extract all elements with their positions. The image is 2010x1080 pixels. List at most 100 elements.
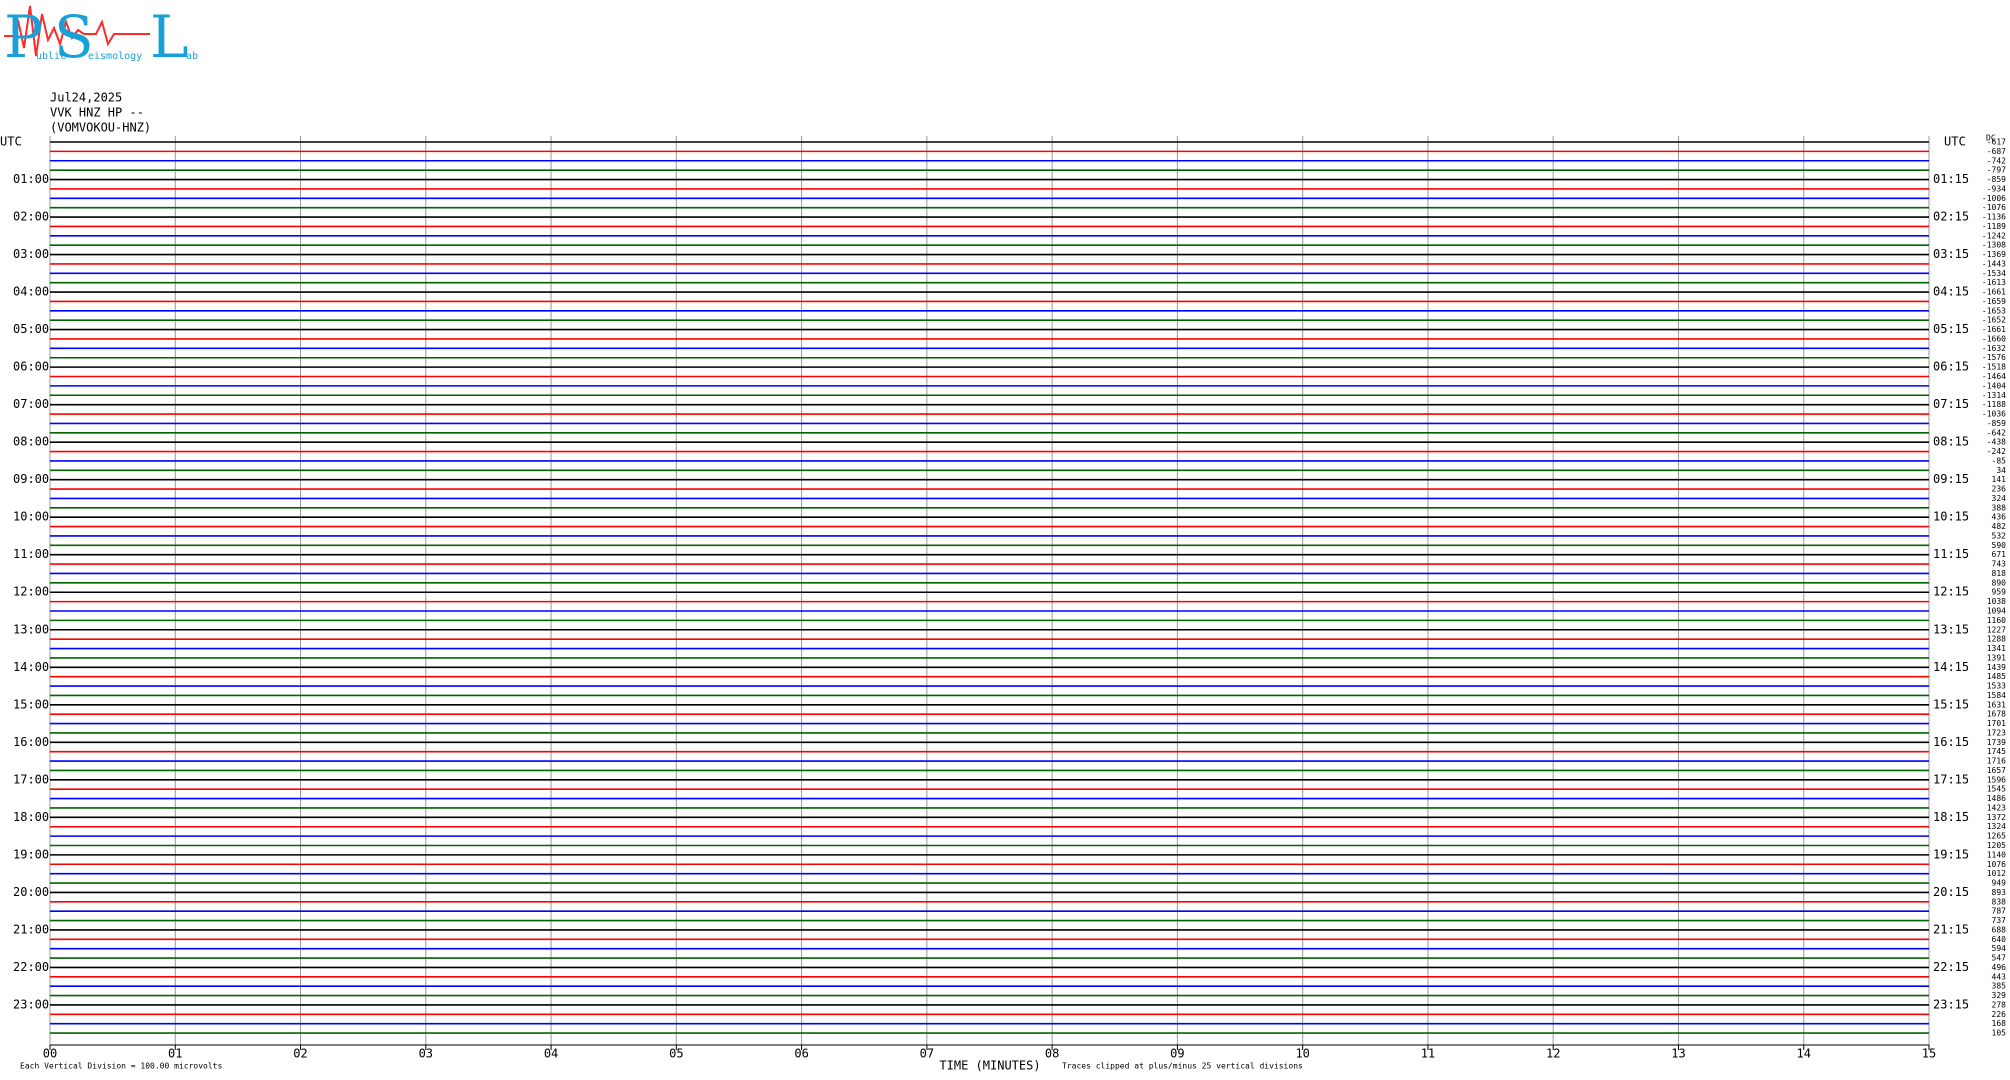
hour-label: 17:00 [13,772,49,786]
hour-label: 21:00 [13,922,49,936]
offset-label: 547 [1992,954,2007,963]
hour-label: 10:00 [13,510,49,524]
offset-label: 1631 [1987,700,2006,709]
x-tick-label: 14 [1797,1047,1811,1061]
offset-label: 1372 [1987,813,2006,822]
channel: VVK HNZ HP -- [50,106,144,120]
offset-label: 105 [1992,1029,2007,1038]
offset-label: 737 [1992,916,2007,925]
logo-letter: P [4,3,43,71]
hour-label: 23:00 [13,997,49,1011]
offset-label: -934 [1987,184,2006,193]
offset-label: 1584 [1987,691,2006,700]
x-tick-label: 11 [1421,1047,1435,1061]
offset-label: 743 [1992,560,2007,569]
offset-label: 1038 [1987,597,2006,606]
hour-label: 06:00 [13,360,49,374]
offset-label: 1160 [1987,616,2006,625]
offset-label: 1657 [1987,766,2006,775]
hour-label: 11:00 [13,547,49,561]
offset-label: -1659 [1982,297,2006,306]
x-tick-label: 05 [669,1047,683,1061]
offset-label: 1324 [1987,822,2006,831]
offset-label: 590 [1992,541,2007,550]
offset-label: 1094 [1987,607,2006,616]
offset-label: -1404 [1982,381,2006,390]
offset-label: 1265 [1987,832,2006,841]
hour-label: 15:00 [13,697,49,711]
offset-label: -1188 [1982,400,2006,409]
hour-label: 01:00 [13,172,49,186]
hour-label: 04:00 [13,285,49,299]
hour-label: 12:00 [13,585,49,599]
offset-label: -859 [1987,419,2006,428]
hour-end-label: 17:15 [1933,772,1969,786]
offset-label: 1140 [1987,850,2006,859]
x-tick-label: 12 [1546,1047,1560,1061]
logo-letter: L [150,3,189,71]
hour-end-label: 04:15 [1933,285,1969,299]
hour-end-label: 08:15 [1933,435,1969,449]
offset-label: 443 [1992,972,2007,981]
offset-label: 818 [1992,569,2007,578]
hour-end-label: 15:15 [1933,697,1969,711]
offset-label: 1486 [1987,794,2006,803]
offset-label: -1308 [1982,241,2006,250]
offset-label: 436 [1992,513,2007,522]
offset-label: 324 [1992,494,2007,503]
offset-label: -438 [1987,438,2006,447]
hour-label: 16:00 [13,735,49,749]
offset-label: 688 [1992,925,2007,934]
x-tick-label: 07 [920,1047,934,1061]
hour-label: 08:00 [13,435,49,449]
offset-label: -1518 [1982,363,2006,372]
hour-end-label: 18:15 [1933,810,1969,824]
x-tick-label: 00 [43,1047,57,1061]
offset-label: 532 [1992,531,2007,540]
offset-label: -1189 [1982,222,2006,231]
hour-end-label: 13:15 [1933,622,1969,636]
hour-end-label: 11:15 [1933,547,1969,561]
offset-label: 226 [1992,1010,2007,1019]
offset-label: 1739 [1987,738,2006,747]
offset-label: 640 [1992,935,2007,944]
x-tick-label: 03 [419,1047,433,1061]
offset-label: -1314 [1982,391,2006,400]
hour-label: 18:00 [13,810,49,824]
offset-title: DC [1986,134,1996,143]
offset-label: -1036 [1982,410,2006,419]
offset-label: 1701 [1987,719,2006,728]
hour-label: 20:00 [13,885,49,899]
offset-label: -1660 [1982,334,2006,343]
hour-label: 14:00 [13,660,49,674]
left-axis-title: UTC [0,135,22,149]
hour-end-label: 03:15 [1933,247,1969,261]
offset-label: -642 [1987,428,2006,437]
offset-label: 1423 [1987,803,2006,812]
station: (VOMVOKOU-HNZ) [50,121,151,135]
offset-label: 1439 [1987,663,2006,672]
offset-label: -687 [1987,147,2006,156]
x-tick-label: 15 [1922,1047,1936,1061]
x-tick-label: 02 [293,1047,307,1061]
x-tick-label: 06 [794,1047,808,1061]
hour-end-label: 16:15 [1933,735,1969,749]
offset-label: 594 [1992,944,2007,953]
logo-squiggle [4,5,150,57]
offset-label: -85 [1992,456,2007,465]
hour-label: 07:00 [13,397,49,411]
x-tick-label: 09 [1170,1047,1184,1061]
offset-label: -742 [1987,156,2006,165]
offset-label: 787 [1992,907,2007,916]
offset-label: 1596 [1987,775,2006,784]
offset-label: 385 [1992,982,2007,991]
hour-end-label: 09:15 [1933,472,1969,486]
hour-end-label: 01:15 [1933,172,1969,186]
offset-label: -859 [1987,175,2006,184]
hour-end-label: 12:15 [1933,585,1969,599]
offset-label: 838 [1992,897,2007,906]
offset-label: 1716 [1987,757,2006,766]
offset-label: 1745 [1987,747,2006,756]
